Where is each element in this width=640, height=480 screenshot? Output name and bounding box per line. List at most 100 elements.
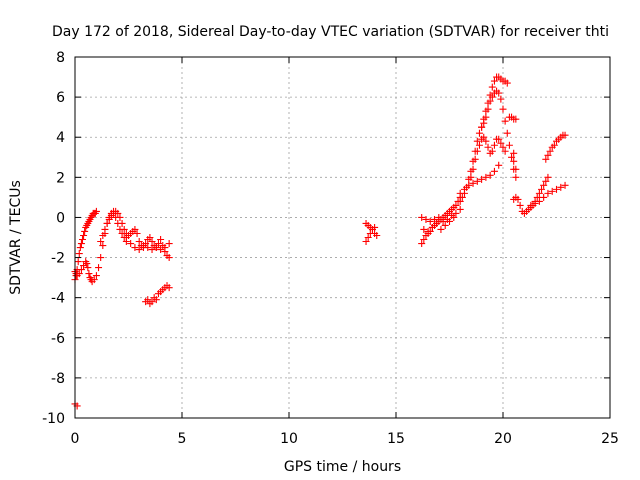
data-point: [148, 298, 156, 306]
data-point: [514, 195, 522, 203]
data-point: [510, 157, 518, 165]
data-point: [135, 238, 143, 246]
series-seg-c7: [456, 161, 503, 197]
data-point: [510, 149, 518, 157]
data-point: [99, 231, 107, 239]
data-point: [422, 215, 430, 223]
data-point: [480, 133, 488, 141]
data-point: [527, 201, 535, 209]
data-point: [131, 225, 139, 233]
x-tick-label: 10: [280, 431, 298, 447]
series-seg-a3: [97, 209, 173, 262]
data-point: [90, 276, 98, 284]
plot-frame: [74, 56, 611, 419]
data-point: [420, 225, 428, 233]
data-point: [452, 209, 460, 217]
data-point: [154, 240, 162, 248]
series-seg-c11: [542, 131, 569, 163]
data-point: [561, 181, 569, 189]
series-seg-b2: [362, 219, 381, 239]
data-point: [499, 105, 507, 113]
data-point: [456, 189, 464, 197]
data-point: [105, 215, 113, 223]
data-point: [144, 296, 152, 304]
y-tick-label: -2: [51, 251, 65, 267]
data-point: [456, 205, 464, 213]
data-point: [85, 270, 93, 278]
data-point: [152, 244, 160, 252]
data-point: [103, 219, 111, 227]
data-point: [76, 244, 84, 252]
chart-title: Day 172 of 2018, Sidereal Day-to-day VTE…: [52, 24, 609, 40]
data-point: [469, 165, 477, 173]
series-seg-c10: [527, 181, 569, 209]
data-point: [561, 131, 569, 139]
data-point: [482, 173, 490, 181]
data-point: [512, 173, 520, 181]
data-point: [473, 177, 481, 185]
data-point: [533, 193, 541, 201]
data-point: [133, 229, 141, 237]
data-point: [75, 250, 83, 258]
data-point: [535, 189, 543, 197]
data-point: [538, 185, 546, 193]
data-point: [83, 260, 91, 268]
data-point: [488, 93, 496, 101]
data-point: [557, 183, 565, 191]
y-tick-label: -4: [51, 291, 65, 307]
data-point: [473, 147, 481, 155]
data-point: [77, 266, 85, 274]
data-point: [495, 135, 503, 143]
data-point: [74, 258, 82, 266]
series-seg-c6: [478, 87, 518, 173]
data-point: [95, 264, 103, 272]
data-point: [475, 141, 483, 149]
data-point: [114, 219, 122, 227]
data-point: [484, 143, 492, 151]
data-point: [544, 173, 552, 181]
series-seg-c5: [467, 133, 509, 181]
data-point: [78, 236, 86, 244]
data-point: [157, 246, 165, 254]
data-point: [362, 238, 370, 246]
data-point: [544, 151, 552, 159]
data-point: [540, 193, 548, 201]
y-tick-label: 4: [56, 130, 65, 146]
data-point: [458, 193, 466, 201]
data-point: [505, 141, 513, 149]
x-tick-label: 5: [178, 431, 187, 447]
y-tick-label: 2: [56, 170, 65, 186]
data-point: [478, 175, 486, 183]
data-point: [546, 147, 554, 155]
data-point: [84, 264, 92, 272]
data-point: [426, 217, 434, 225]
data-point: [542, 177, 550, 185]
data-point: [550, 141, 558, 149]
data-point: [460, 185, 468, 193]
data-point: [482, 113, 490, 121]
data-point: [535, 197, 543, 205]
y-tick-label: 0: [56, 210, 65, 226]
x-tick-label: 15: [387, 431, 405, 447]
series-seg-c9: [510, 173, 552, 217]
y-axis-title: SDTVAR / TECUs: [8, 180, 24, 295]
series-seg-c3: [420, 213, 458, 235]
data-point: [497, 95, 505, 103]
data-point: [110, 209, 118, 217]
data-point: [122, 238, 130, 246]
data-point: [490, 77, 498, 85]
data-point: [495, 161, 503, 169]
data-point: [450, 213, 458, 221]
data-point: [490, 167, 498, 175]
data-point: [544, 189, 552, 197]
data-point: [148, 238, 156, 246]
data-point: [484, 105, 492, 113]
data-point: [165, 254, 173, 262]
data-point: [501, 147, 509, 155]
data-point: [148, 246, 156, 254]
data-point: [499, 143, 507, 151]
data-point: [97, 238, 105, 246]
data-point: [146, 234, 154, 241]
data-point: [542, 155, 550, 163]
data-point: [165, 240, 173, 248]
